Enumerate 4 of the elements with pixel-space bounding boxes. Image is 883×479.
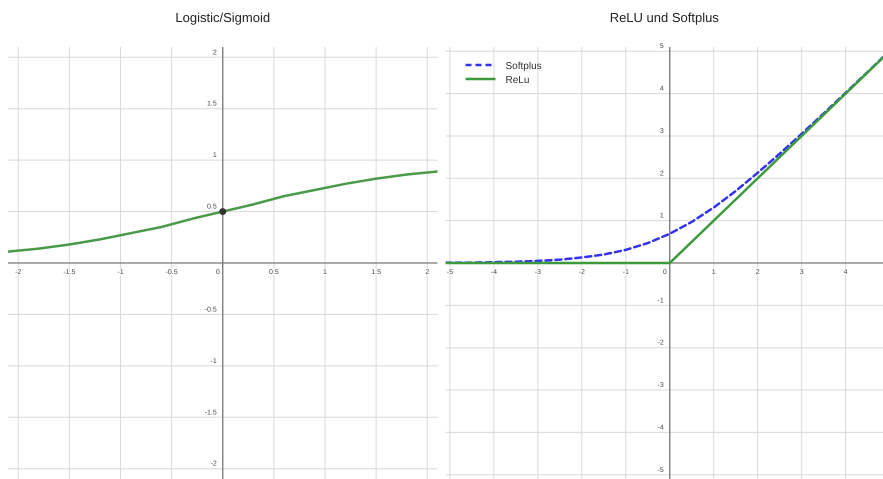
legend-label: ReLu xyxy=(506,75,530,86)
legend-label: Softplus xyxy=(506,61,542,72)
chart-title: ReLU und Softplus xyxy=(610,10,720,25)
chart-title: Logistic/Sigmoid xyxy=(175,10,270,25)
